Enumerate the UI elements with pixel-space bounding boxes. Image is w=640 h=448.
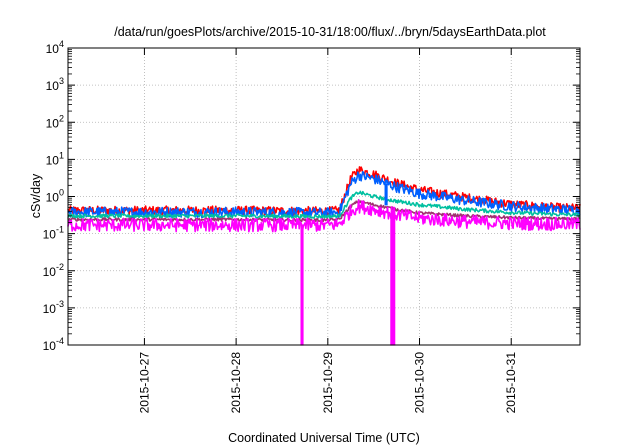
y-tick-label: 10-3: [43, 299, 64, 316]
plot-frame: [67, 47, 581, 346]
x-tick-label: 2015-10-29: [321, 352, 335, 414]
y-tick-label: 102: [46, 113, 64, 130]
y-tick-label: 103: [46, 76, 64, 93]
x-axis-label: Coordinated Universal Time (UTC): [228, 431, 420, 445]
y-tick-label: 104: [46, 39, 64, 56]
dropout-mark: [384, 183, 388, 206]
x-tick-label: 2015-10-28: [229, 352, 243, 414]
y-axis-label: cSv/day: [29, 173, 43, 218]
x-tick-label: 2015-10-30: [413, 352, 427, 414]
y-tick-label: 101: [46, 150, 64, 167]
y-tick-label: 10-1: [43, 225, 64, 242]
series-layer: [67, 166, 581, 346]
x-tick-label: 2015-10-31: [504, 352, 518, 414]
series-line: [67, 199, 581, 223]
dropout-mark: [390, 213, 396, 346]
dropout-mark: [300, 224, 304, 346]
chart-title: /data/run/goesPlots/archive/2015-10-31/1…: [114, 25, 546, 39]
series-line: [67, 190, 581, 219]
y-tick-label: 100: [46, 188, 64, 205]
x-tick-label: 2015-10-27: [137, 352, 151, 414]
y-tick-label: 10-4: [43, 336, 64, 353]
series-line: [67, 199, 581, 233]
y-tick-label: 10-2: [43, 262, 64, 279]
grid: [68, 48, 580, 345]
series-line: [67, 170, 581, 219]
